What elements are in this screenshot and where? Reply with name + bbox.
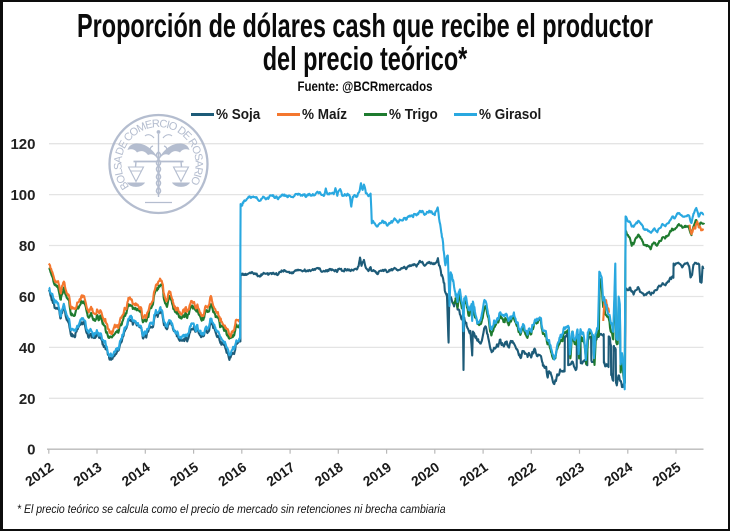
svg-text:60: 60 <box>19 289 36 306</box>
svg-text:2020: 2020 <box>409 459 443 489</box>
svg-text:2021: 2021 <box>457 459 491 489</box>
svg-text:2012: 2012 <box>23 459 57 489</box>
svg-text:2013: 2013 <box>71 459 105 489</box>
svg-text:120: 120 <box>10 136 35 153</box>
svg-text:100: 100 <box>10 187 35 204</box>
svg-text:2024: 2024 <box>602 459 636 489</box>
svg-text:2025: 2025 <box>650 459 684 489</box>
svg-text:2022: 2022 <box>505 459 539 489</box>
svg-text:40: 40 <box>19 340 36 357</box>
svg-text:0: 0 <box>27 442 35 459</box>
svg-text:2018: 2018 <box>312 459 346 489</box>
svg-text:20: 20 <box>19 391 36 408</box>
svg-text:2015: 2015 <box>167 459 201 489</box>
svg-text:2019: 2019 <box>360 459 394 489</box>
svg-text:2014: 2014 <box>119 459 153 489</box>
svg-text:80: 80 <box>19 238 36 255</box>
svg-text:2017: 2017 <box>264 459 298 489</box>
svg-text:2016: 2016 <box>216 459 250 489</box>
svg-text:2023: 2023 <box>553 459 587 489</box>
